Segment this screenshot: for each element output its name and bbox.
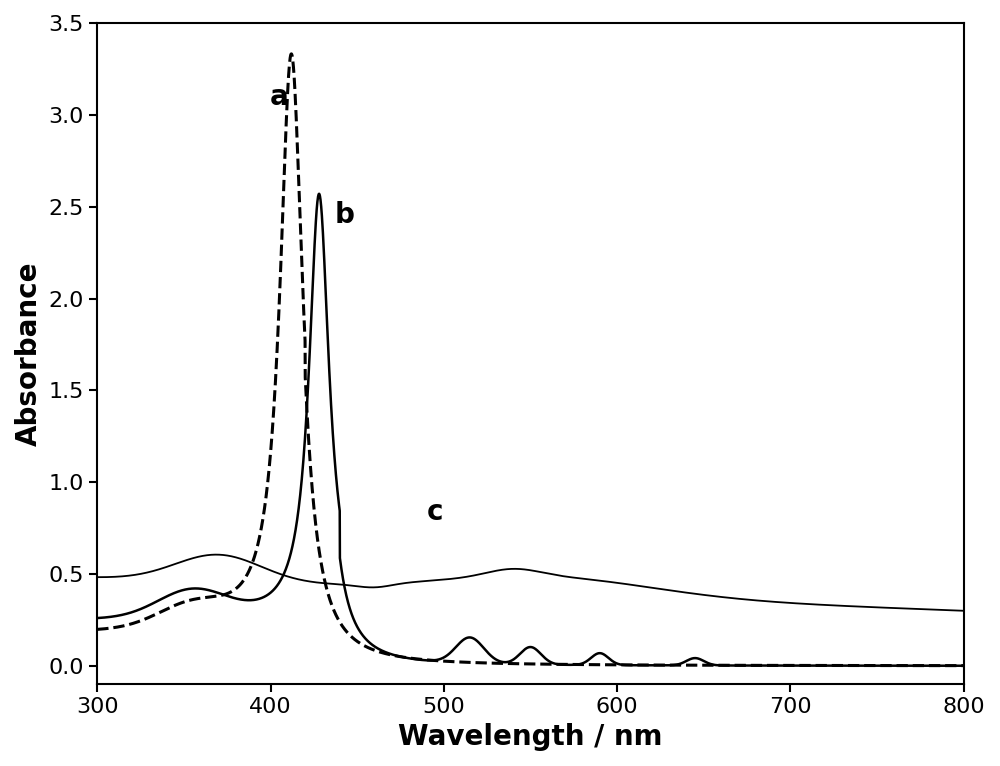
- X-axis label: Wavelength / nm: Wavelength / nm: [398, 723, 663, 751]
- Y-axis label: Absorbance: Absorbance: [15, 261, 43, 446]
- Text: a: a: [270, 83, 289, 111]
- Text: b: b: [335, 201, 355, 229]
- Text: c: c: [426, 499, 443, 526]
